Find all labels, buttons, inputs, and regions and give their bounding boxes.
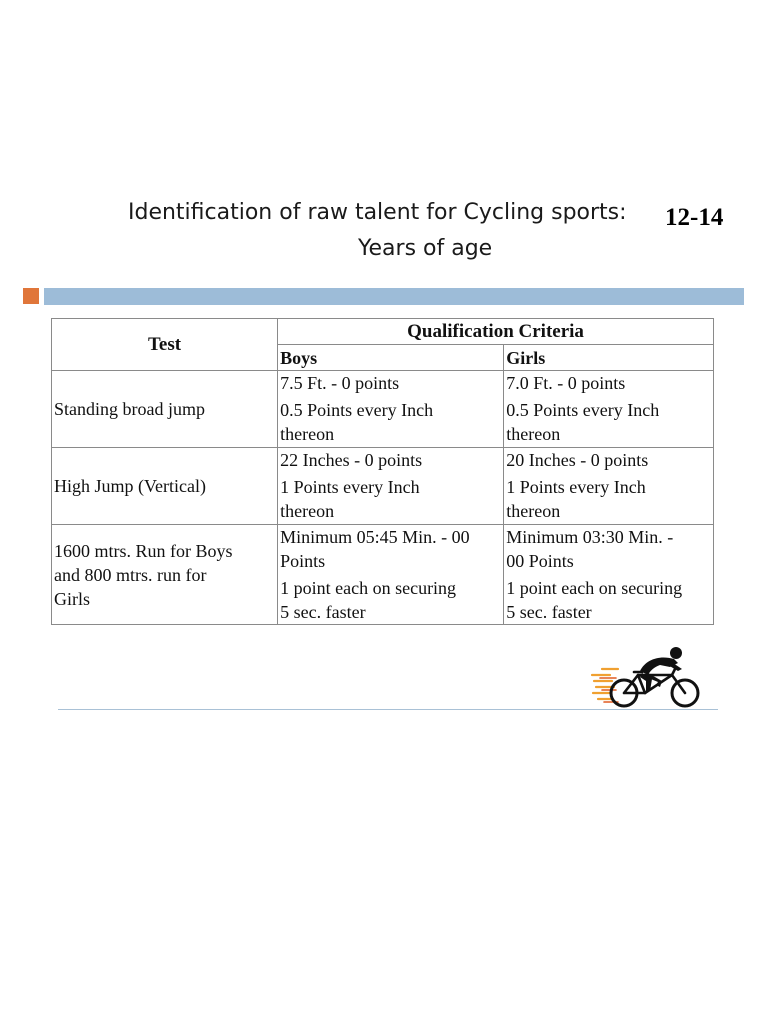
header-girls: Girls (503, 344, 714, 371)
table-row: High Jump (Vertical) 22 Inches - 0 point… (50, 447, 714, 525)
boys-criteria: Minimum 05:45 Min. - 00 Points 1 point e… (277, 524, 505, 625)
criteria-line: 1 point each on securing (506, 578, 683, 598)
criteria-line: Points (280, 551, 326, 571)
criteria-line: Minimum 05:45 Min. - 00 (280, 527, 470, 547)
test-name: Standing broad jump (50, 370, 279, 448)
test-name-line: Girls (54, 588, 90, 609)
header-qualification: Qualification Criteria (277, 318, 714, 345)
criteria-line: Minimum 03:30 Min. - (506, 527, 674, 547)
criteria-line: thereon (280, 424, 335, 444)
criteria-line: 5 sec. faster (506, 602, 592, 622)
accent-bar (44, 288, 744, 305)
accent-square (23, 288, 39, 304)
cyclist-icon (590, 647, 700, 708)
criteria-line: 1 Points every Inch (280, 477, 420, 497)
criteria-line: 7.0 Ft. - 0 points (506, 373, 626, 393)
header-boys: Boys (277, 344, 505, 371)
footer-divider (58, 709, 718, 710)
criteria-line: thereon (506, 424, 561, 444)
test-name: High Jump (Vertical) (50, 447, 279, 525)
criteria-line: 20 Inches - 0 points (506, 450, 649, 470)
girls-criteria: 7.0 Ft. - 0 points 0.5 Points every Inch… (503, 370, 714, 448)
criteria-line: 0.5 Points every Inch (280, 400, 434, 420)
test-name: 1600 mtrs. Run for Boys and 800 mtrs. ru… (50, 524, 279, 625)
header-test: Test (50, 318, 279, 371)
criteria-line: 5 sec. faster (280, 602, 366, 622)
girls-criteria: 20 Inches - 0 points 1 Points every Inch… (503, 447, 714, 525)
criteria-line: 1 Points every Inch (506, 477, 646, 497)
test-name-line: and 800 mtrs. run for (54, 564, 207, 585)
criteria-line: thereon (280, 501, 335, 521)
slide-title: Identification of raw talent for Cycling… (128, 200, 627, 225)
criteria-line: 22 Inches - 0 points (280, 450, 423, 470)
criteria-line: 1 point each on securing (280, 578, 457, 598)
boys-criteria: 7.5 Ft. - 0 points 0.5 Points every Inch… (277, 370, 505, 448)
table-row: 1600 mtrs. Run for Boys and 800 mtrs. ru… (50, 524, 714, 625)
test-name-line: 1600 mtrs. Run for Boys (54, 540, 233, 561)
criteria-table: Test Qualification Criteria Boys Girls S… (50, 318, 714, 625)
boys-criteria: 22 Inches - 0 points 1 Points every Inch… (277, 447, 505, 525)
table-row: Standing broad jump 7.5 Ft. - 0 points 0… (50, 370, 714, 448)
slide-title-line2: Years of age (358, 236, 493, 261)
criteria-line: 0.5 Points every Inch (506, 400, 660, 420)
criteria-line: thereon (506, 501, 561, 521)
criteria-line: 00 Points (506, 551, 574, 571)
slide-title-age-range: 12-14 (665, 204, 724, 231)
criteria-line: 7.5 Ft. - 0 points (280, 373, 400, 393)
girls-criteria: Minimum 03:30 Min. - 00 Points 1 point e… (503, 524, 714, 625)
